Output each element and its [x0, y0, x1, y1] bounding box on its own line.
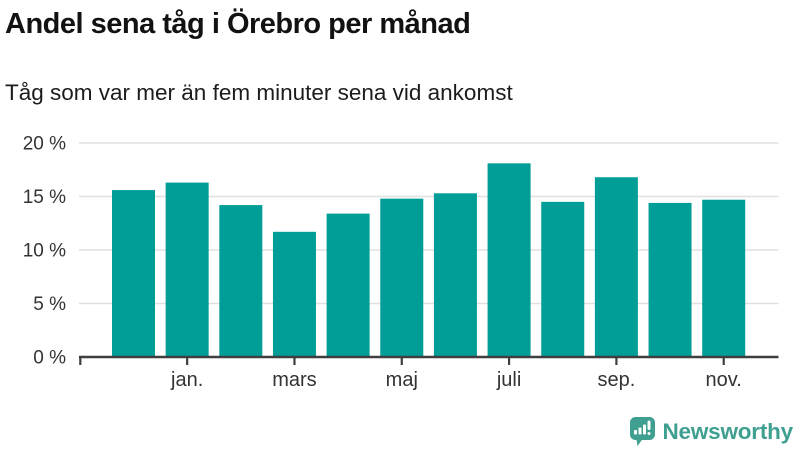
bar-mars	[272, 231, 316, 357]
x-tick-label: nov.	[706, 369, 742, 391]
bar-feb.	[219, 205, 263, 357]
x-tick-label: jan.	[170, 369, 203, 391]
y-tick-label: 0 %	[33, 348, 66, 369]
chart-title: Andel sena tåg i Örebro per månad	[5, 8, 471, 40]
y-tick-label: 5 %	[33, 294, 66, 315]
chart-subtitle: Tåg som var mer än fem minuter sena vid …	[5, 80, 513, 105]
x-tick-label: juli	[496, 369, 521, 391]
bar-nov.	[702, 199, 746, 357]
bar-dec.	[112, 190, 155, 357]
y-tick-label: 15 %	[23, 187, 66, 208]
bar-aug.	[541, 201, 585, 357]
bar-juli	[487, 163, 531, 357]
newsworthy-logo-text: Newsworthy	[662, 419, 793, 444]
bar-maj	[380, 198, 424, 357]
x-tick-label: maj	[386, 369, 418, 391]
y-tick-label: 20 %	[23, 134, 66, 155]
bar-sep.	[594, 177, 638, 357]
bar-okt.	[648, 202, 692, 357]
newsworthy-logo-icon	[630, 417, 656, 446]
bar-chart-plot: jan. mars maj juli sep. nov. 0 % 5 % 10 % 15 % 20 …	[23, 134, 779, 391]
bar-juni	[433, 193, 477, 357]
bar-jan.	[165, 182, 209, 357]
bar-apr.	[326, 213, 370, 357]
y-tick-label: 10 %	[23, 241, 66, 262]
newsworthy-logo: Newsworthy	[630, 417, 793, 447]
x-tick-label: sep.	[597, 369, 635, 391]
x-tick-label: mars	[272, 369, 316, 391]
